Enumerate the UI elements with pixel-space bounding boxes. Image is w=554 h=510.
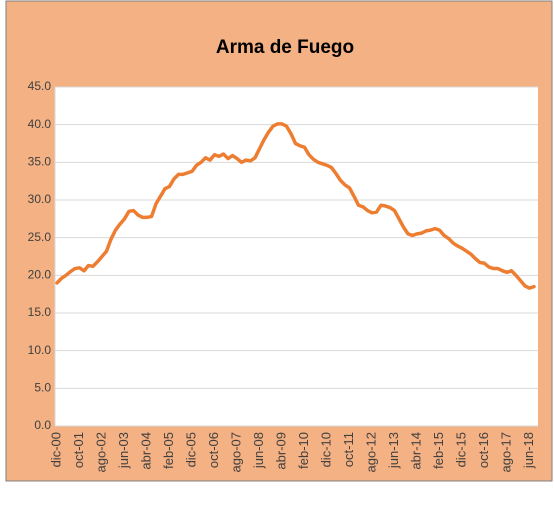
x-tick-label: oct-16 <box>476 432 491 468</box>
x-tick-label: ago-17 <box>498 432 513 472</box>
line <box>55 122 536 290</box>
x-tick-label: jun-03 <box>116 432 131 469</box>
x-tick-label: feb-05 <box>161 432 176 469</box>
chart-title: Arma de Fuego <box>216 37 354 58</box>
x-tick-label: ago-12 <box>363 432 378 472</box>
y-tick-label: 30.0 <box>28 192 52 206</box>
x-tick-label: jun-08 <box>251 432 266 469</box>
y-tick-label: 25.0 <box>28 230 52 244</box>
x-tick-label: oct-01 <box>71 432 86 468</box>
x-tick-label: dic-15 <box>453 432 468 467</box>
x-tick-label: oct-06 <box>206 432 221 468</box>
x-tick-label: dic-00 <box>48 432 63 467</box>
x-tick-label: oct-11 <box>341 432 356 467</box>
y-tick-label: 35.0 <box>28 155 52 169</box>
x-tick-label: abr-14 <box>408 432 423 470</box>
x-tick-label: dic-05 <box>183 432 198 467</box>
x-tick-label: dic-10 <box>318 432 333 467</box>
plot-area <box>55 87 538 426</box>
x-tick-label: feb-15 <box>431 432 446 469</box>
y-tick-label: 20.0 <box>28 268 52 282</box>
y-tick-label: 10.0 <box>28 343 52 357</box>
y-tick-label: 45.0 <box>28 79 52 93</box>
x-tick-label: jun-18 <box>521 432 536 469</box>
x-tick-label: ago-02 <box>93 432 108 472</box>
y-tick-label: 40.0 <box>28 117 52 131</box>
x-tick-label: feb-10 <box>296 432 311 469</box>
y-tick-label: 15.0 <box>28 305 52 319</box>
x-tick-label: abr-04 <box>138 432 153 470</box>
y-tick-label: 5.0 <box>34 381 51 395</box>
y-tick-label: 0.0 <box>34 418 51 432</box>
x-tick-label: ago-07 <box>228 432 243 472</box>
x-tick-label: abr-09 <box>273 432 288 470</box>
x-tick-label: jun-13 <box>386 432 401 469</box>
